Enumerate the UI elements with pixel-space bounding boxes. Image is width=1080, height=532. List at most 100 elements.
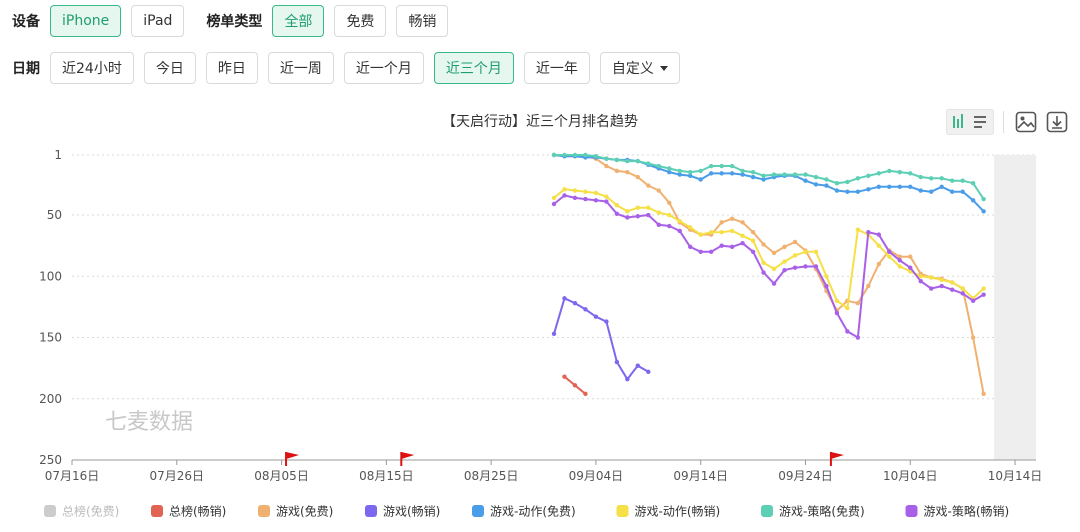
data-point [876,261,882,267]
data-point [824,183,829,188]
device-iphone-button[interactable]: iPhone [50,5,122,37]
device-ipad-button[interactable]: iPad [131,5,185,37]
data-point [792,253,798,258]
list-type-all-button[interactable]: 全部 [272,5,325,37]
image-icon[interactable] [1015,111,1037,133]
x-tick-label: 10月14日 [988,469,1043,483]
data-point [960,178,965,183]
legend-item[interactable]: 总榜(畅销) [151,504,226,519]
data-point [803,178,808,183]
data-point [908,265,913,270]
legend-swatch [905,505,918,517]
data-point [866,187,871,192]
data-point [949,189,955,194]
data-point [667,212,672,218]
data-point [572,301,578,306]
list-type-free-button[interactable]: 免费 [334,5,387,37]
legend-swatch [365,505,377,517]
data-point [897,184,902,190]
legend-item[interactable]: 游戏(畅销) [365,505,440,519]
data-point [583,307,588,312]
data-point [667,223,672,229]
date-custom-label: 自定义 [611,61,654,77]
legend-label: 游戏-动作(畅销) [635,505,721,519]
data-point [625,158,630,164]
data-point [688,173,693,179]
list-type-label: 榜单类型 [206,14,263,30]
data-point [688,225,693,230]
data-point [939,277,944,283]
data-point [939,283,944,289]
data-point [698,249,703,254]
data-point [572,188,578,193]
download-icon[interactable] [1046,111,1068,133]
flag-cloth [830,452,844,459]
date-today-button[interactable]: 今日 [143,52,196,84]
data-point [782,172,787,177]
data-point [939,184,944,190]
data-point [960,286,965,291]
data-point [845,329,850,334]
legend-item[interactable]: 总榜(免费) [44,504,119,519]
data-point [771,172,777,177]
bar-chart-icon[interactable] [953,114,963,128]
date-year-button[interactable]: 近一年 [523,52,590,84]
data-point [667,166,672,171]
date-yesterday-button[interactable]: 昨日 [205,52,258,84]
y-tick-label: 200 [39,392,62,406]
y-tick-label: 250 [39,453,62,467]
data-point [625,209,630,214]
date-24h-button[interactable]: 近24小时 [50,52,134,84]
legend-item[interactable]: 游戏-动作(免费) [472,504,576,519]
data-point [750,174,756,180]
data-point [646,161,651,166]
data-point [656,188,661,193]
data-point [970,180,976,186]
data-point [929,275,934,280]
data-point [719,220,724,225]
data-point [845,305,850,311]
y-tick-label: 50 [47,208,62,222]
data-point [572,195,578,201]
series-line [551,187,986,311]
data-point [887,168,892,174]
data-point [949,178,955,183]
data-point [803,249,808,254]
y-tick-label: 1 [54,148,62,162]
legend-item[interactable]: 游戏(免费) [258,504,333,519]
legend-item[interactable]: 游戏-策略(免费) [761,504,865,519]
date-custom-dropdown[interactable]: 自定义 [599,52,680,84]
data-point [562,296,567,301]
legend-swatch [151,505,163,517]
data-point [583,189,588,194]
list-icon[interactable] [974,116,986,128]
legend-label: 游戏(畅销) [383,505,440,519]
legend-label: 游戏-动作(免费) [490,504,576,519]
legend-label: 游戏(免费) [276,504,333,519]
data-point [782,267,787,273]
data-point [729,228,735,234]
data-point [750,169,756,175]
data-point [824,177,829,182]
x-tick-label: 08月15日 [359,469,414,483]
data-point [614,203,620,208]
data-point [635,363,641,368]
legend-item[interactable]: 游戏-策略(畅销) [905,504,1010,519]
flag-icon [400,452,415,466]
data-point [792,265,798,270]
chart-type-toggle[interactable] [946,109,994,135]
legend-item[interactable]: 游戏-动作(畅销) [616,505,721,519]
filter-row-device: 设备 iPhone iPad 榜单类型 全部 免费 畅销 [12,5,458,37]
data-point [813,174,819,180]
data-point [646,183,651,188]
list-type-grossing-button[interactable]: 畅销 [396,5,449,37]
date-week-button[interactable]: 近一周 [267,52,334,84]
date-3months-button[interactable]: 近三个月 [433,52,514,84]
data-point [719,163,724,169]
data-point [635,214,641,219]
date-month-button[interactable]: 近一个月 [343,52,424,84]
data-point [593,190,599,196]
x-tick-label: 07月16日 [45,469,100,483]
